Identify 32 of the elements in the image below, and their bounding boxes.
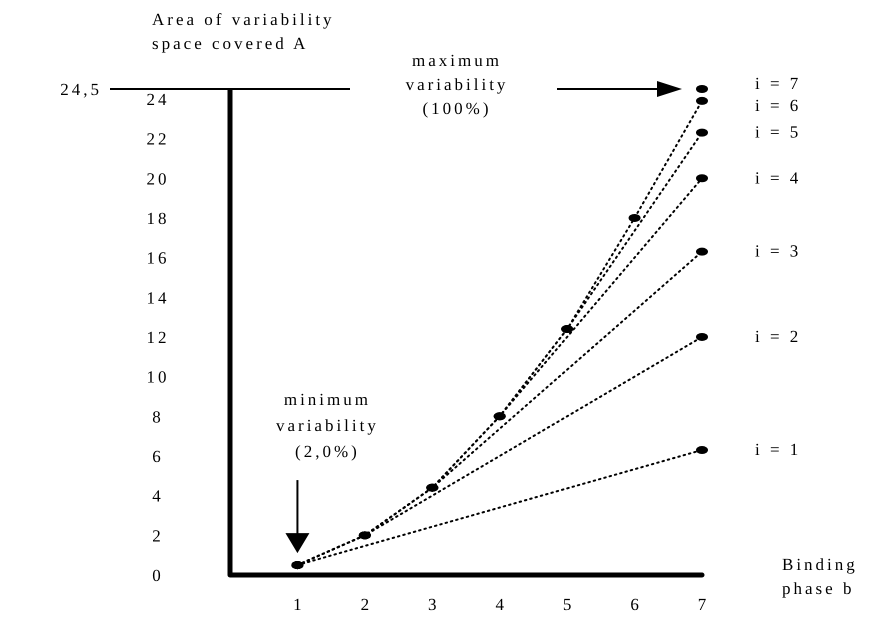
annotation: maximum variability (100%) bbox=[406, 51, 508, 118]
text: i = 2 bbox=[755, 326, 802, 346]
y-tick-label: 20 bbox=[146, 169, 170, 188]
y-tick-label: 14 bbox=[146, 288, 170, 308]
ref-line-label: 24,5 bbox=[60, 80, 102, 99]
x-tick-label: 6 bbox=[630, 595, 639, 614]
text: i = 6 bbox=[755, 96, 802, 115]
y-tick-label: 12 bbox=[146, 328, 170, 347]
y-tick-label: 4 bbox=[152, 486, 164, 506]
text: i = 4 bbox=[755, 168, 802, 188]
y-tick-label: 10 bbox=[146, 368, 170, 387]
y-axis-title: Area of variability space covered A bbox=[152, 10, 335, 53]
y-tick-label: 0 bbox=[152, 566, 164, 585]
text: i = 5 bbox=[755, 122, 802, 142]
y-tick-label: 16 bbox=[146, 248, 170, 268]
text: i = 3 bbox=[755, 242, 802, 261]
x-tick-label: 3 bbox=[428, 595, 437, 614]
x-tick-label: 5 bbox=[562, 595, 572, 614]
x-tick-label: 2 bbox=[360, 595, 370, 614]
annotation: minimum variability (2,0%) bbox=[276, 390, 379, 462]
x-tick-label: 1 bbox=[293, 595, 302, 614]
y-tick-label: 2 bbox=[152, 526, 164, 546]
y-tick-label: 22 bbox=[146, 130, 170, 149]
x-tick-label: 4 bbox=[495, 595, 504, 614]
text: i = 7 bbox=[755, 74, 802, 93]
y-tick-label: 18 bbox=[146, 208, 170, 228]
text: i = 1 bbox=[755, 440, 802, 460]
y-tick-label: 24 bbox=[146, 90, 170, 109]
y-tick-label: 8 bbox=[152, 407, 164, 426]
x-axis-title: Binding phase b bbox=[782, 555, 858, 598]
x-tick-label: 7 bbox=[698, 595, 707, 614]
y-tick-label: 6 bbox=[152, 446, 164, 466]
